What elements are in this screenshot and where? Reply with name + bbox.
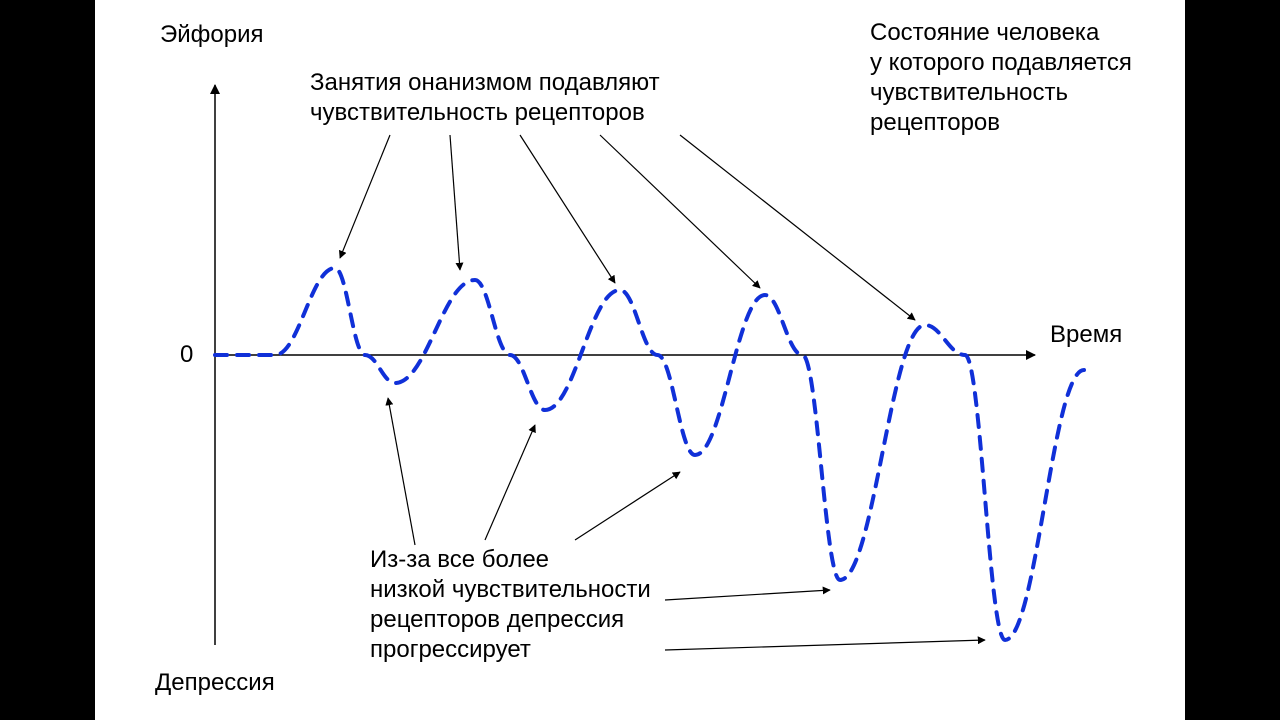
bottom-annotation: Из-за все более низкой чувствительности … <box>370 545 651 665</box>
y-axis-top-label: Эйфория <box>160 20 264 50</box>
right-annotation: Состояние человека у которого подавляетс… <box>870 18 1132 138</box>
x-axis-label: Время <box>1050 320 1122 350</box>
origin-zero-label: 0 <box>180 340 193 370</box>
top-annotation: Занятия онанизмом подавляют чувствительн… <box>310 68 660 128</box>
y-axis-bottom-label: Депрессия <box>155 668 275 698</box>
chart-panel: Эйфория Депрессия 0 Время Занятия онанизмом … <box>95 0 1185 720</box>
